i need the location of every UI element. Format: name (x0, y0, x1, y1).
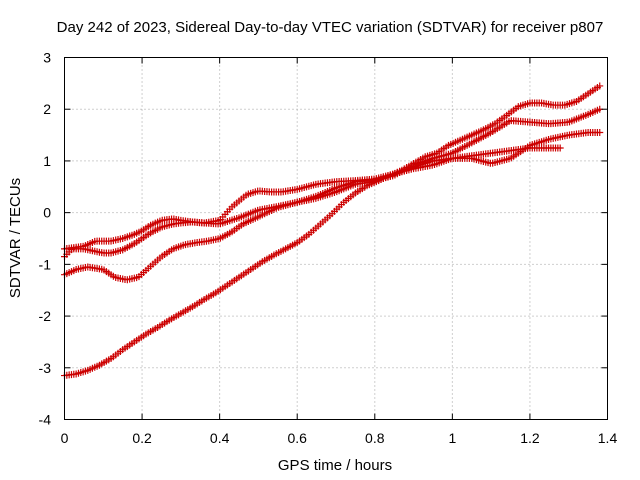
plot-frame (64, 57, 608, 420)
y-tick-label: -2 (39, 308, 52, 324)
x-tick-label: 0.2 (132, 430, 152, 446)
x-tick-label: 0.4 (210, 430, 230, 446)
y-tick-label: 2 (43, 101, 51, 117)
x-tick-label: 0.6 (287, 430, 307, 446)
x-tick-label: 1.2 (520, 430, 540, 446)
y-tick-label: 3 (43, 50, 51, 66)
y-tick-label: -1 (39, 256, 52, 272)
series-layer (61, 82, 604, 380)
data-point (596, 82, 604, 90)
data-point (596, 128, 604, 136)
series-series-d (61, 82, 604, 380)
x-tick-label: 0 (61, 430, 69, 446)
x-axis-label: GPS time / hours (278, 457, 392, 474)
y-axis-label: SDTVAR / TECUs (7, 178, 24, 298)
x-tick-label: 1.4 (598, 430, 618, 446)
y-tick-label: -4 (39, 412, 52, 428)
x-tick-label: 0.8 (365, 430, 385, 446)
y-tick-label: 0 (43, 205, 51, 221)
y-tick-label: -3 (39, 360, 52, 376)
chart-title: Day 242 of 2023, Sidereal Day-to-day VTE… (57, 19, 604, 36)
ticks-layer: 0 0.2 0.4 0.6 0.8 1 1.2 1.4 -4 -3 -2 -1 0 1 2 3 (39, 50, 618, 447)
x-tick-label: 1 (448, 430, 456, 446)
y-tick-label: 1 (43, 153, 51, 169)
data-point (556, 144, 564, 152)
